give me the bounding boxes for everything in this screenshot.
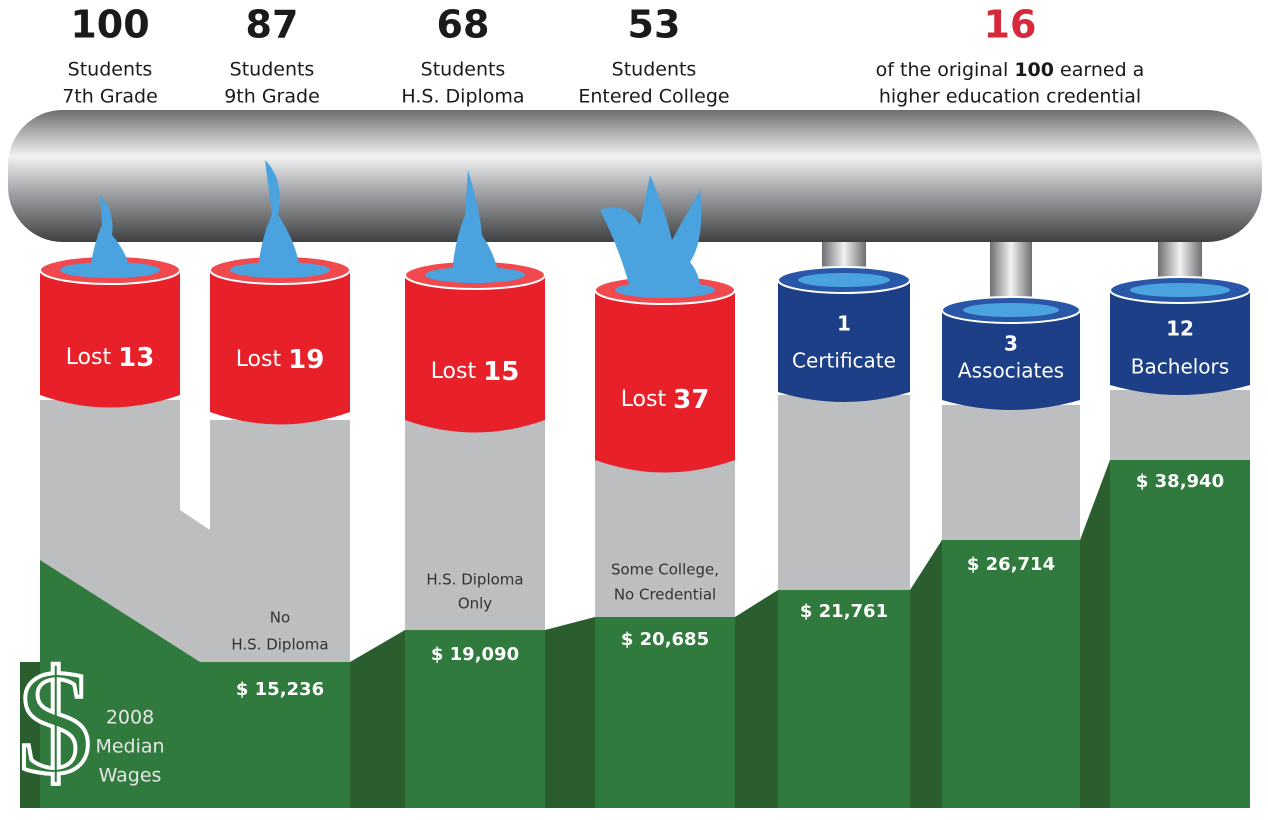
- wage: $ 19,090: [431, 644, 519, 665]
- outcome-label: H.S. Diploma: [231, 636, 328, 654]
- cylinder: [40, 270, 180, 408]
- outcome-label: No Credential: [614, 586, 716, 604]
- wage-column: [1110, 460, 1250, 808]
- credential-count: 12: [1166, 317, 1194, 341]
- text: Lost: [66, 345, 112, 370]
- credential-count: 3: [1004, 332, 1018, 356]
- cylinder: [778, 280, 910, 402]
- text: earned a: [1060, 59, 1144, 81]
- text: Lost: [431, 359, 477, 384]
- outcome-label: H.S. Diploma: [426, 571, 523, 589]
- stage-label: Students: [612, 59, 697, 81]
- stage-count: 53: [628, 3, 681, 47]
- stage-label: 7th Grade: [62, 86, 158, 108]
- stage-label: 9th Grade: [224, 86, 320, 108]
- stage-label: Entered College: [578, 86, 729, 108]
- value: 13: [118, 343, 154, 373]
- summary-count: 16: [984, 3, 1037, 47]
- wage: $ 15,236: [236, 679, 324, 700]
- stage-label: H.S. Diploma: [401, 86, 524, 108]
- outcome-label: No: [270, 609, 290, 627]
- lost-label: Lost 37: [621, 385, 710, 415]
- credential-count: 1: [837, 312, 851, 336]
- credential-label: Certificate: [792, 349, 896, 373]
- lost-label: Lost 19: [236, 345, 325, 375]
- gray-column: [778, 395, 910, 590]
- water: [1130, 283, 1230, 297]
- wage: $ 21,761: [800, 601, 888, 622]
- credential-label: Bachelors: [1131, 355, 1229, 379]
- stage-count: 87: [246, 3, 299, 47]
- water: [963, 303, 1059, 317]
- cylinder: [595, 290, 735, 473]
- text: Lost: [621, 387, 667, 412]
- wage-title-line: 2008: [106, 707, 154, 729]
- cylinder: [1110, 290, 1250, 395]
- stage-label: Students: [68, 59, 153, 81]
- value: 15: [483, 357, 519, 387]
- dollar-sign: $: [18, 639, 93, 805]
- wage: $ 26,714: [967, 554, 1055, 575]
- lost-label: Lost 15: [431, 357, 520, 387]
- wage-title-line: Wages: [99, 765, 162, 787]
- wage-title-line: Median: [95, 736, 164, 758]
- stages: 100 Students 7th Grade 87 Students 9th G…: [62, 3, 1144, 108]
- water: [798, 273, 890, 287]
- outcome-label: Only: [458, 595, 492, 613]
- infographic: 100 Students 7th Grade 87 Students 9th G…: [0, 0, 1268, 820]
- credential-label: Associates: [958, 359, 1064, 383]
- text: Lost: [236, 347, 282, 372]
- summary-text: higher education credential: [879, 86, 1141, 108]
- wage-column: [778, 590, 910, 808]
- wage: $ 38,940: [1136, 471, 1224, 492]
- stage-count: 68: [437, 3, 490, 47]
- text: of the original: [876, 59, 1009, 81]
- stage-label: Students: [421, 59, 506, 81]
- stage-count: 100: [70, 3, 149, 47]
- value: 37: [673, 385, 709, 415]
- outcome-label: Some College,: [611, 561, 719, 579]
- gray-column: [1110, 390, 1250, 460]
- gray-column: [942, 405, 1080, 540]
- stage-label: Students: [230, 59, 315, 81]
- cylinder: [405, 275, 545, 433]
- wage: $ 20,685: [621, 629, 709, 650]
- summary-text: of the original 100 earned a: [876, 59, 1145, 81]
- highlight: 100: [1014, 59, 1054, 81]
- lost-label: Lost 13: [66, 343, 155, 373]
- wage-column: [942, 540, 1080, 808]
- value: 19: [288, 345, 324, 375]
